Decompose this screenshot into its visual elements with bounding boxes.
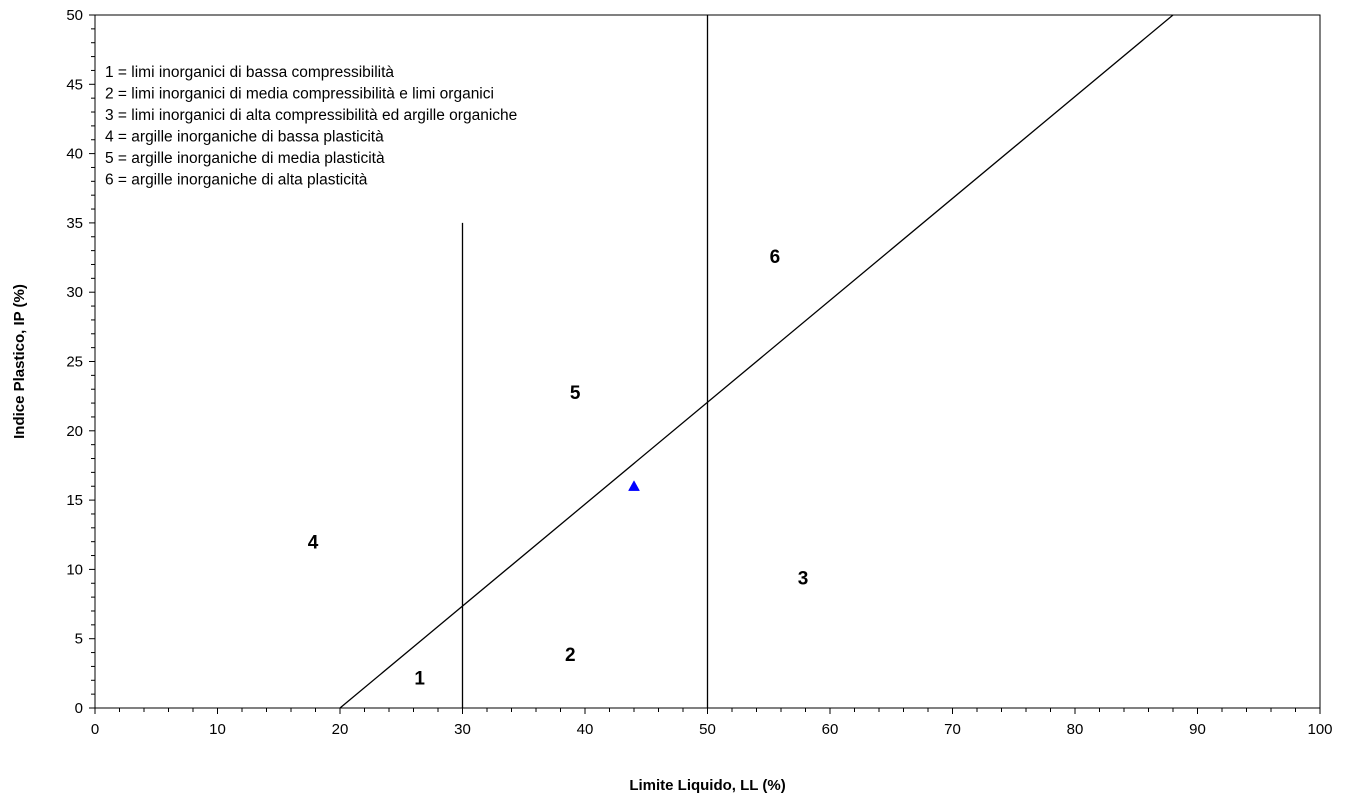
y-tick-label: 50 — [66, 7, 83, 24]
y-axis-title: Indice Plastico, IP (%) — [11, 284, 28, 439]
y-tick-label: 35 — [66, 215, 83, 232]
zone-label-3: 3 — [798, 569, 809, 590]
x-tick-label: 100 — [1307, 721, 1332, 738]
legend: 1 = limi inorganici di bassa compressibi… — [105, 64, 517, 189]
x-tick-label: 40 — [577, 721, 594, 738]
zone-label-1: 1 — [414, 669, 425, 690]
x-tick-label: 90 — [1189, 721, 1206, 738]
zone-label-5: 5 — [570, 383, 581, 404]
y-tick-label: 40 — [66, 146, 83, 163]
legend-entry-1: 1 = limi inorganici di bassa compressibi… — [105, 64, 394, 81]
axes: 0 10 20 30 40 50 60 70 80 90 100051015202530354045… — [66, 7, 1332, 738]
x-tick-label: 80 — [1067, 721, 1084, 738]
x-tick-label: 70 — [944, 721, 961, 738]
x-tick-label: 0 — [91, 721, 99, 738]
legend-entry-5: 5 = argille inorganiche di media plastic… — [105, 150, 385, 167]
legend-background — [101, 61, 524, 198]
classification-lines — [339, 14, 1174, 709]
y-tick-label: 20 — [66, 423, 83, 440]
y-tick-label: 10 — [66, 561, 83, 578]
x-tick-label: 30 — [454, 721, 471, 738]
y-tick-label: 30 — [66, 284, 83, 301]
legend-entry-2: 2 = limi inorganici di media compressibi… — [105, 86, 494, 103]
y-tick-label: 0 — [75, 700, 83, 717]
x-axis-title: Limite Liquido, LL (%) — [629, 777, 785, 794]
legend-entry-6: 6 = argille inorganiche di alta plastici… — [105, 172, 368, 189]
x-tick-label: 10 — [209, 721, 226, 738]
y-tick-label: 15 — [66, 492, 83, 509]
y-tick-label: 45 — [66, 76, 83, 93]
zone-label-4: 4 — [308, 533, 319, 554]
y-tick-label: 5 — [75, 631, 83, 648]
zone-labels: 1 2 3 4 5 6 — [308, 247, 809, 689]
data-point-triangle — [628, 480, 640, 491]
x-tick-label: 60 — [822, 721, 839, 738]
x-tick-label: 50 — [699, 721, 716, 738]
zone-label-2: 2 — [565, 645, 576, 666]
data-points — [628, 480, 640, 491]
legend-entry-4: 4 = argille inorganiche di bassa plastic… — [105, 129, 384, 146]
x-tick-label: 20 — [332, 721, 349, 738]
legend-entry-3: 3 = limi inorganici di alta compressibil… — [105, 107, 517, 124]
y-tick-label: 25 — [66, 354, 83, 371]
a-line — [339, 14, 1174, 709]
zone-label-6: 6 — [770, 247, 781, 268]
